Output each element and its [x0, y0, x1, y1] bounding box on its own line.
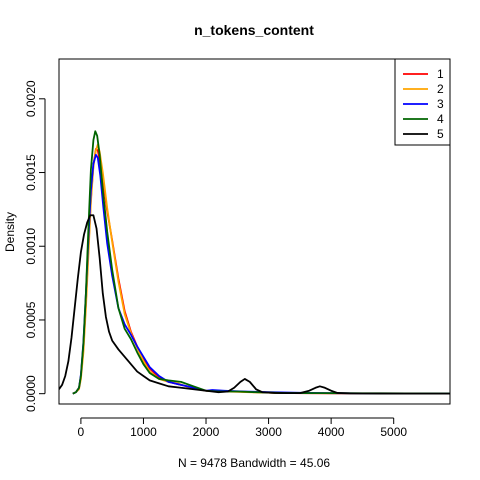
series-line-4 — [73, 131, 450, 393]
y-axis-label: Density — [3, 212, 17, 252]
legend-label-5: 5 — [437, 127, 444, 141]
legend-label-2: 2 — [437, 82, 444, 96]
series-line-1 — [73, 149, 450, 394]
legend-label-1: 1 — [437, 67, 444, 81]
legend-label-3: 3 — [437, 97, 444, 111]
x-axis-label: N = 9478 Bandwidth = 45.06 — [178, 456, 330, 470]
x-tick-label: 0 — [78, 425, 85, 439]
chart-title: n_tokens_content — [194, 22, 314, 38]
plot-frame — [59, 59, 450, 404]
y-tick-label: 0.0010 — [24, 228, 38, 265]
x-tick-label: 5000 — [380, 425, 407, 439]
y-tick-label: 0.0015 — [24, 154, 38, 191]
series-lines — [59, 131, 450, 393]
series-line-2 — [73, 145, 450, 394]
x-tick-label: 1000 — [130, 425, 157, 439]
legend-label-4: 4 — [437, 112, 444, 126]
y-tick-label: 0.0000 — [24, 375, 38, 412]
x-tick-label: 4000 — [318, 425, 345, 439]
y-tick-label: 0.0005 — [24, 301, 38, 338]
y-tick-label: 0.0020 — [24, 80, 38, 117]
x-tick-label: 3000 — [255, 425, 282, 439]
series-line-3 — [73, 155, 450, 394]
x-tick-label: 2000 — [193, 425, 220, 439]
y-axis: 0.0000 0.0005 0.0010 0.0015 0.0020 — [24, 80, 45, 412]
x-axis: 0 1000 2000 3000 4000 5000 — [78, 418, 408, 439]
